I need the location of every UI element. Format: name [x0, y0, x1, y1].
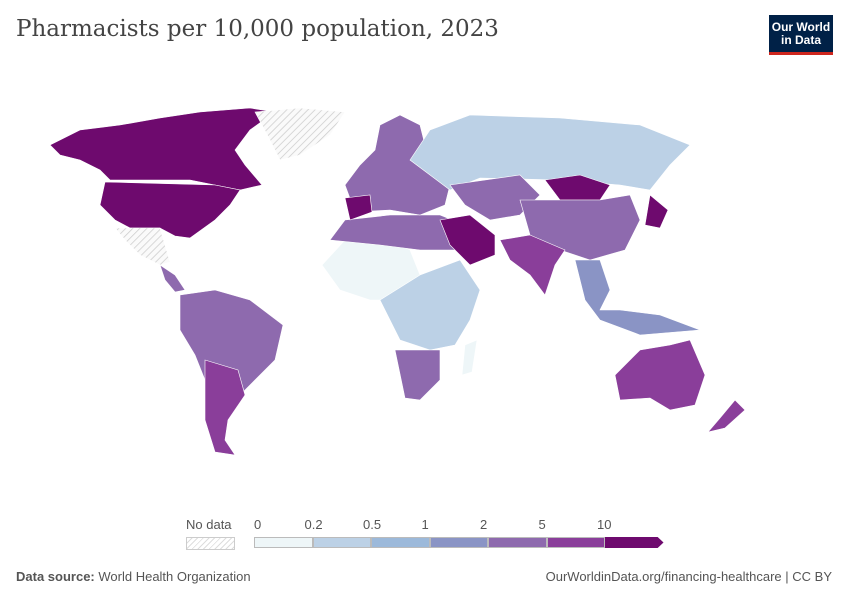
chart-title: Pharmacists per 10,000 population, 2023 — [16, 16, 499, 42]
logo-line2: in Data — [780, 32, 821, 47]
legend-tick-label: 10 — [597, 517, 612, 532]
data-source: Data source: World Health Organization — [16, 569, 251, 584]
legend-no-data-swatch — [186, 537, 235, 550]
legend-tick-label: 0 — [254, 517, 262, 532]
legend-bin — [488, 537, 547, 548]
legend-bin — [605, 537, 664, 548]
owid-logo[interactable]: Our World in Data — [769, 15, 833, 55]
region-mexico[interactable] — [114, 227, 171, 266]
region-india[interactable] — [499, 234, 566, 296]
region-central-asia[interactable] — [449, 174, 541, 221]
legend-bin — [546, 537, 605, 548]
region-russia[interactable] — [409, 114, 691, 191]
legend-bin — [254, 537, 313, 548]
legend-bin — [312, 537, 371, 548]
region-southern-africa[interactable] — [394, 349, 441, 401]
region-canada[interactable] — [49, 107, 276, 191]
region-australia[interactable] — [614, 339, 706, 411]
legend-tick-label: 0.5 — [363, 517, 382, 532]
source-name: World Health Organization — [98, 569, 251, 584]
region-mongolia[interactable] — [544, 174, 611, 201]
region-madagascar[interactable] — [461, 339, 478, 376]
region-spain[interactable] — [344, 194, 373, 221]
region-usa[interactable] — [99, 181, 241, 239]
footer-link[interactable]: OurWorldinData.org/financing-healthcare … — [545, 569, 832, 584]
legend-bin — [429, 537, 488, 548]
legend-no-data-label: No data — [186, 517, 232, 532]
region-central-africa[interactable] — [379, 259, 481, 351]
region-new-zealand[interactable] — [707, 399, 746, 433]
legend-tick-label: 2 — [480, 517, 488, 532]
region-japan[interactable] — [644, 194, 669, 229]
region-southeast-asia[interactable] — [574, 259, 701, 336]
legend-bin — [371, 537, 430, 548]
region-argentina[interactable] — [204, 359, 246, 456]
region-central-america[interactable] — [159, 264, 186, 293]
legend-tick-label: 5 — [538, 517, 546, 532]
region-greenland[interactable] — [254, 107, 346, 161]
logo-line1: Our World — [771, 19, 831, 34]
legend-tick-label: 1 — [421, 517, 429, 532]
region-middle-east[interactable] — [439, 214, 496, 266]
legend-tick-label: 0.2 — [304, 517, 323, 532]
source-label: Data source: — [16, 569, 95, 584]
